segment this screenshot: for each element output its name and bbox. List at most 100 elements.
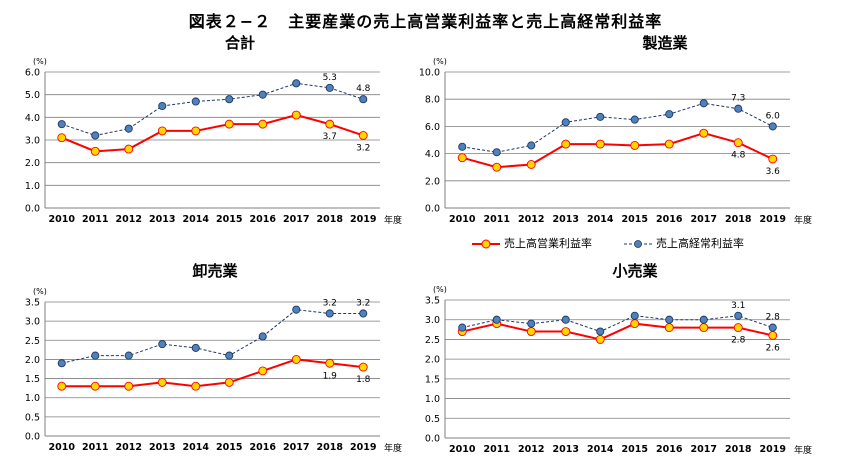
- y-axis-unit-label: (%): [33, 57, 47, 66]
- y-tick-label: 1.0: [425, 394, 440, 405]
- main-title: 図表２−２ 主要産業の売上高営業利益率と売上高経常利益率: [188, 12, 663, 31]
- chart-panel-total: 合計 0.0 1.0 2.0 3.0 4.0 5.0 6.0 (%) 2010 2011 2012 2…: [0, 30, 420, 230]
- data-label: 3.6: [766, 167, 781, 177]
- series-line-ordinary: [61, 82, 364, 136]
- chart-title: 小売業: [612, 262, 658, 280]
- x-tick-label: 2018: [317, 214, 344, 225]
- data-point-operating: [457, 153, 467, 163]
- x-tick-label: 2015: [622, 214, 648, 225]
- x-tick-label: 2017: [691, 444, 717, 455]
- y-tick-label: 0.5: [425, 414, 440, 425]
- series-line-operating: [461, 132, 774, 169]
- y-tick-label: 10.0: [419, 68, 440, 79]
- x-tick-label: 2013: [553, 444, 579, 455]
- data-point-operating: [733, 138, 743, 148]
- data-point-ordinary: [561, 315, 570, 324]
- y-tick-label: 2.0: [425, 355, 440, 366]
- x-tick-label: 2014: [183, 214, 210, 225]
- data-point-operating: [664, 323, 674, 333]
- data-label: 6.0: [766, 111, 781, 121]
- data-point-ordinary: [527, 319, 536, 328]
- series-line-ordinary: [462, 315, 773, 333]
- data-point-ordinary: [158, 340, 167, 349]
- data-point-ordinary: [258, 332, 267, 341]
- x-tick-label: 2016: [656, 214, 683, 225]
- x-tick-label: 2012: [116, 442, 142, 453]
- x-tick-label: 2013: [553, 214, 579, 225]
- data-point-ordinary: [734, 311, 743, 320]
- data-point-operating: [90, 146, 100, 156]
- data-point-operating: [224, 377, 234, 387]
- y-tick-label: 8.0: [425, 95, 440, 106]
- data-point-operating: [595, 334, 605, 344]
- data-point-operating: [157, 377, 167, 387]
- data-point-ordinary: [57, 120, 66, 129]
- x-tick-label: 2012: [518, 214, 544, 225]
- data-point-ordinary: [458, 323, 467, 332]
- data-label: 4.8: [731, 151, 746, 161]
- y-tick-label: 0.0: [25, 204, 40, 215]
- data-point-ordinary: [91, 131, 100, 140]
- chart-panel-wholesale: 卸売業 0.0 0.5 1.0 1.5 2.0 2.5 3.0 3.5 (%) 2010 2011 2…: [0, 260, 420, 475]
- data-point-ordinary: [768, 122, 777, 131]
- x-tick-label: 2019: [350, 214, 376, 225]
- x-tick-label: 2019: [760, 214, 786, 225]
- chart-title: 合計: [224, 34, 255, 52]
- x-tick-label: 2012: [116, 214, 142, 225]
- data-point-operating: [699, 128, 709, 138]
- y-tick-label: 0.0: [425, 204, 440, 215]
- x-tick-label: 2014: [587, 214, 614, 225]
- data-point-operating: [90, 381, 100, 391]
- data-label: 3.7: [323, 132, 337, 142]
- data-point-operating: [630, 140, 640, 150]
- chart-svg: 0.0 2.0 4.0 6.0 8.0 10.0 (%) 2010 2011 2012 2013 20…: [419, 57, 812, 226]
- data-point-operating: [492, 162, 502, 172]
- x-tick-label: 2010: [449, 444, 476, 455]
- chart-svg: 0.0 1.0 2.0 3.0 4.0 5.0 6.0 (%) 2010 2011 2012 2013…: [25, 57, 402, 226]
- x-tick-label: 2018: [317, 442, 344, 453]
- data-label: 5.3: [323, 73, 337, 83]
- x-axis-unit-label: 年度: [384, 442, 402, 454]
- data-point-ordinary: [124, 351, 133, 360]
- data-point-ordinary: [359, 309, 368, 318]
- legend-label-operating: 売上高営業利益率: [504, 237, 592, 250]
- data-label: 7.3: [731, 94, 745, 104]
- y-tick-label: 6.0: [25, 68, 40, 79]
- x-axis-unit-label: 年度: [794, 444, 812, 456]
- x-tick-label: 2016: [656, 444, 683, 455]
- x-tick-label: 2011: [82, 214, 108, 225]
- data-point-operating: [733, 323, 743, 333]
- data-point-operating: [561, 139, 571, 149]
- y-tick-label: 2.0: [25, 355, 40, 366]
- data-point-operating: [191, 126, 201, 136]
- y-tick-label: 3.0: [25, 317, 40, 328]
- legend: 売上高営業利益率 売上高経常利益率: [470, 236, 770, 252]
- data-point-ordinary: [561, 118, 570, 127]
- y-tick-label: 1.5: [425, 374, 440, 385]
- data-point-ordinary: [292, 79, 301, 88]
- y-tick-label: 1.0: [25, 393, 40, 404]
- y-tick-label: 5.0: [25, 90, 40, 101]
- data-point-operating: [325, 119, 335, 129]
- data-point-ordinary: [630, 311, 639, 320]
- y-tick-label: 6.0: [425, 122, 440, 133]
- series-line-operating: [61, 358, 364, 388]
- y-tick-label: 1.0: [25, 181, 40, 192]
- data-point-operating: [224, 119, 234, 129]
- data-point-ordinary: [492, 148, 501, 157]
- chart-panel-retail: 小売業 0.0 0.5 1.0 1.5 2.0 2.5 3.0 3.5 (%) 2010 2011 2…: [425, 260, 851, 475]
- x-tick-label: 2010: [49, 442, 76, 453]
- data-point-operating: [157, 126, 167, 136]
- x-tick-label: 2019: [760, 444, 786, 455]
- data-point-operating: [57, 133, 67, 143]
- x-tick-label: 2011: [484, 214, 510, 225]
- x-tick-label: 2017: [283, 214, 309, 225]
- data-point-ordinary: [458, 142, 467, 151]
- x-tick-label: 2019: [350, 442, 376, 453]
- data-point-ordinary: [124, 124, 133, 133]
- data-point-operating: [325, 358, 335, 368]
- y-tick-label: 3.5: [425, 296, 440, 307]
- data-point-operating: [358, 362, 368, 372]
- data-point-ordinary: [359, 95, 368, 104]
- legend-swatch-ordinary: [624, 240, 652, 248]
